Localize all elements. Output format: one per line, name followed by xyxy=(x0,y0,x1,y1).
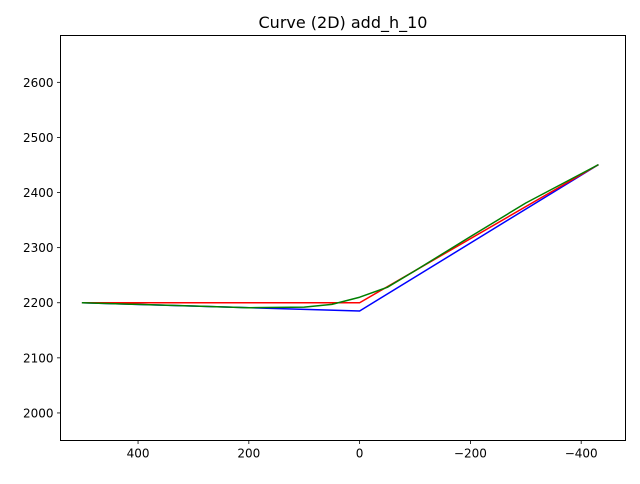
plot-frame xyxy=(60,35,626,441)
x-tick-label: 400 xyxy=(127,447,150,461)
plot-lines xyxy=(81,163,599,312)
chart-title: Curve (2D) add_h_10 xyxy=(259,13,428,33)
x-tick-label: −200 xyxy=(454,447,487,461)
x-tick-label: 200 xyxy=(237,447,260,461)
y-tick-label: 2100 xyxy=(23,351,54,365)
x-tick-label: −400 xyxy=(565,447,598,461)
y-tick-label: 2600 xyxy=(23,76,54,90)
series-line-3 xyxy=(81,163,599,309)
y-tick-label: 2400 xyxy=(23,186,54,200)
series-line-2 xyxy=(81,163,599,304)
y-tick-label: 2500 xyxy=(23,131,54,145)
y-axis-ticks: 2000 2100 2200 2300 2400 2500 2600 xyxy=(23,76,61,420)
y-tick-label: 2000 xyxy=(23,406,54,420)
x-tick-label: 0 xyxy=(356,447,364,461)
x-axis-ticks: 400 200 0 −200 −400 xyxy=(127,440,598,461)
y-tick-label: 2300 xyxy=(23,241,54,255)
series-line-1 xyxy=(81,163,599,312)
y-tick-label: 2200 xyxy=(23,296,54,310)
